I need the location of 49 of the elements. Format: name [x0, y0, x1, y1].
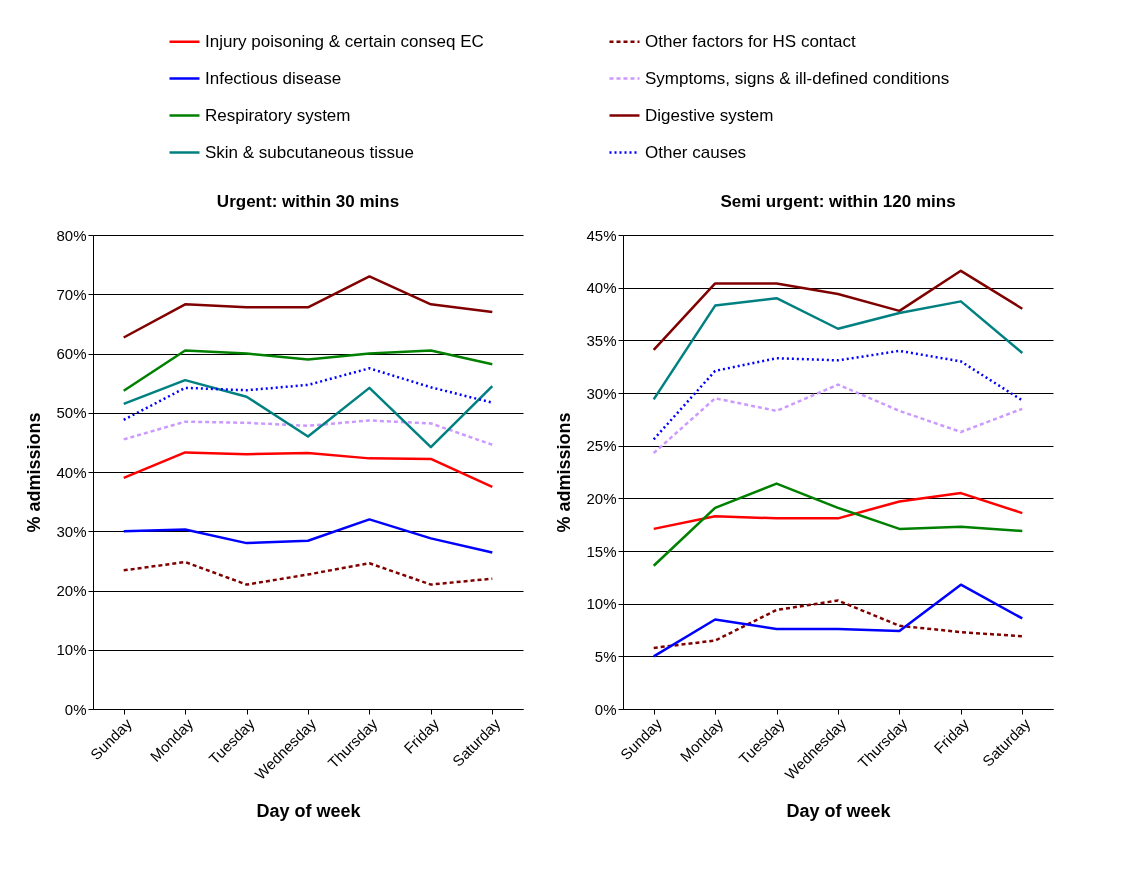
line-series: [652, 482, 1024, 567]
legend-label: Infectious disease: [205, 68, 342, 88]
y-tick-label: 0%: [594, 700, 617, 718]
line-series: [122, 560, 494, 586]
y-tick-label: 60%: [56, 345, 87, 362]
line-series: [652, 583, 1024, 658]
line-series: [122, 275, 494, 339]
line-series: [652, 296, 1024, 401]
y-tick-label: 20%: [586, 489, 617, 507]
y-tick-label: 40%: [56, 463, 87, 481]
line-series: [652, 349, 1024, 441]
line-series: [652, 269, 1024, 352]
y-tick-label: 30%: [56, 522, 87, 540]
line-series: [122, 378, 494, 449]
line-series: [122, 419, 494, 446]
line-series: [122, 451, 494, 489]
legend-label: Other factors for HS contact: [645, 31, 856, 51]
legend-label: Respiratory system: [205, 105, 351, 125]
y-tick-label: 50%: [56, 404, 87, 422]
y-tick-label: 5%: [594, 647, 617, 665]
x-axis-title: Day of week: [786, 800, 892, 821]
y-tick-label: 35%: [586, 331, 617, 349]
legend-label: Skin & subcutaneous tissue: [205, 142, 414, 162]
y-axis-title: % admissions: [554, 412, 575, 533]
y-tick-label: 0%: [64, 700, 87, 718]
y-tick-label: 70%: [56, 285, 87, 303]
legend-label: Other causes: [645, 142, 747, 162]
y-tick-label: 10%: [586, 595, 617, 613]
line-series: [652, 599, 1024, 650]
y-tick-label: 45%: [586, 226, 617, 244]
y-tick-label: 15%: [586, 542, 617, 560]
y-tick-label: 25%: [586, 437, 617, 455]
line-series: [652, 383, 1024, 455]
y-tick-label: 10%: [56, 641, 87, 659]
legend-label: Symptoms, signs & ill-defined conditions: [645, 68, 950, 88]
y-axis-title: % admissions: [24, 412, 45, 533]
legend-label: Digestive system: [645, 105, 774, 125]
y-tick-label: 20%: [56, 582, 87, 599]
chart-title: Urgent: within 30 mins: [216, 192, 400, 211]
line-series: [652, 491, 1024, 531]
line-series: [122, 349, 494, 393]
legend-label: Injury poisoning & certain conseq EC: [205, 31, 484, 51]
y-tick-label: 80%: [56, 226, 87, 244]
y-tick-label: 30%: [586, 384, 617, 402]
line-series: [122, 518, 494, 554]
y-tick-label: 40%: [586, 279, 617, 297]
chart-title: Semi urgent: within 120 mins: [720, 192, 956, 211]
line-series: [122, 367, 494, 422]
x-axis-title: Day of week: [256, 800, 362, 821]
